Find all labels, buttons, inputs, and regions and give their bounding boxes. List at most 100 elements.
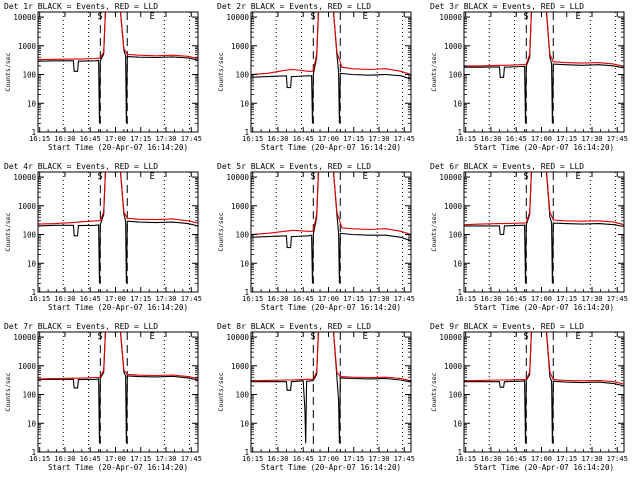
- y-tick-label: 1000: [18, 42, 37, 51]
- y-tick-label: 100: [448, 231, 462, 240]
- x-tick-label: 16:45: [80, 455, 101, 463]
- x-tick-label: 17:00: [531, 295, 552, 303]
- x-tick-label: 17:15: [130, 135, 151, 143]
- marker-e: E: [150, 12, 155, 22]
- x-tick-label: 17:15: [343, 135, 364, 143]
- x-tick-label: 17:30: [368, 135, 389, 143]
- plot-frame: [37, 11, 199, 133]
- y-tick-label: 1000: [444, 202, 463, 211]
- x-tick-label: 17:15: [343, 455, 364, 463]
- marker-e: E: [363, 172, 368, 182]
- x-tick-label: 17:30: [368, 455, 389, 463]
- marker-e: E: [363, 12, 368, 22]
- x-tick-label: 16:15: [29, 295, 50, 303]
- plot-frame: [463, 331, 625, 453]
- x-tick-label: 17:15: [556, 135, 577, 143]
- x-tick-label: 17:30: [368, 295, 389, 303]
- y-tick-label: 10: [27, 259, 37, 268]
- x-axis-label: Start Time (20-Apr-07 16:14:20): [48, 463, 188, 472]
- x-tick-label: 17:30: [155, 135, 176, 143]
- y-axis-label: Counts/sec: [430, 372, 438, 411]
- y-tick-label: 1: [244, 448, 249, 457]
- x-tick-label: 16:30: [54, 135, 75, 143]
- x-tick-label: 16:30: [267, 135, 288, 143]
- x-tick-label: 17:15: [130, 455, 151, 463]
- x-tick-label: 16:45: [80, 135, 101, 143]
- y-tick-label: 10000: [439, 13, 462, 22]
- x-tick-label: 16:15: [455, 455, 476, 463]
- x-tick-label: 16:15: [242, 295, 263, 303]
- x-tick-label: 17:15: [343, 295, 364, 303]
- y-tick-label: 10000: [13, 13, 36, 22]
- marker-e: E: [363, 332, 368, 342]
- x-tick-label: 17:45: [394, 135, 415, 143]
- x-tick-label: 17:30: [581, 455, 602, 463]
- x-tick-label: 17:45: [607, 455, 628, 463]
- x-tick-label: 16:30: [480, 295, 501, 303]
- y-tick-label: 10: [240, 99, 250, 108]
- marker-s: S: [523, 12, 528, 22]
- x-tick-label: 17:00: [318, 135, 339, 143]
- y-tick-label: 10: [453, 259, 463, 268]
- x-tick-label: 17:45: [394, 295, 415, 303]
- y-tick-label: 100: [22, 391, 36, 400]
- y-tick-label: 100: [448, 71, 462, 80]
- x-axis-label: Start Time (20-Apr-07 16:14:20): [48, 143, 188, 152]
- x-axis-label: Start Time (20-Apr-07 16:14:20): [261, 303, 401, 312]
- y-axis-label: Counts/sec: [4, 372, 12, 411]
- marker-s: S: [523, 172, 528, 182]
- x-axis-label: Start Time (20-Apr-07 16:14:20): [474, 303, 614, 312]
- x-tick-label: 17:15: [556, 295, 577, 303]
- plot-frame: [250, 171, 412, 293]
- y-tick-label: 10: [453, 419, 463, 428]
- panel-title: Det 6r BLACK = Events, RED = LLD: [430, 162, 584, 171]
- y-tick-label: 10000: [226, 13, 249, 22]
- x-tick-label: 17:00: [531, 455, 552, 463]
- x-tick-label: 17:30: [581, 135, 602, 143]
- y-tick-label: 100: [22, 71, 36, 80]
- x-axis-label: Start Time (20-Apr-07 16:14:20): [48, 303, 188, 312]
- panel-title: Det 7r BLACK = Events, RED = LLD: [4, 322, 158, 331]
- panel-title: Det 3r BLACK = Events, RED = LLD: [430, 2, 584, 11]
- x-axis-label: Start Time (20-Apr-07 16:14:20): [474, 463, 614, 472]
- y-tick-label: 1000: [231, 42, 250, 51]
- x-tick-label: 16:30: [54, 295, 75, 303]
- marker-s: S: [97, 12, 102, 22]
- x-tick-label: 16:45: [506, 295, 527, 303]
- x-tick-label: 17:15: [130, 295, 151, 303]
- x-tick-label: 16:30: [267, 455, 288, 463]
- panel-title: Det 9r BLACK = Events, RED = LLD: [430, 322, 584, 331]
- panel-title: Det 8r BLACK = Events, RED = LLD: [217, 322, 371, 331]
- x-tick-label: 16:30: [480, 455, 501, 463]
- x-axis-label: Start Time (20-Apr-07 16:14:20): [474, 143, 614, 152]
- y-axis-label: Counts/sec: [4, 52, 12, 91]
- y-tick-label: 10: [453, 99, 463, 108]
- y-tick-label: 1: [31, 448, 36, 457]
- y-tick-label: 1000: [18, 202, 37, 211]
- y-axis-label: Counts/sec: [217, 372, 225, 411]
- y-tick-label: 10: [240, 419, 250, 428]
- x-tick-label: 16:15: [29, 135, 50, 143]
- y-tick-label: 10000: [13, 173, 36, 182]
- x-tick-label: 17:45: [607, 135, 628, 143]
- panel-title: Det 4r BLACK = Events, RED = LLD: [4, 162, 158, 171]
- plot-frame: [37, 331, 199, 453]
- plot-frame: [37, 171, 199, 293]
- plot-frame: [250, 11, 412, 133]
- y-tick-label: 10: [240, 259, 250, 268]
- y-tick-label: 1: [457, 288, 462, 297]
- y-axis-label: Counts/sec: [217, 52, 225, 91]
- y-axis-label: Counts/sec: [430, 212, 438, 251]
- y-tick-label: 1: [457, 448, 462, 457]
- y-tick-label: 1: [244, 288, 249, 297]
- x-tick-label: 16:45: [293, 295, 314, 303]
- x-tick-label: 16:45: [293, 455, 314, 463]
- marker-s: S: [310, 172, 315, 182]
